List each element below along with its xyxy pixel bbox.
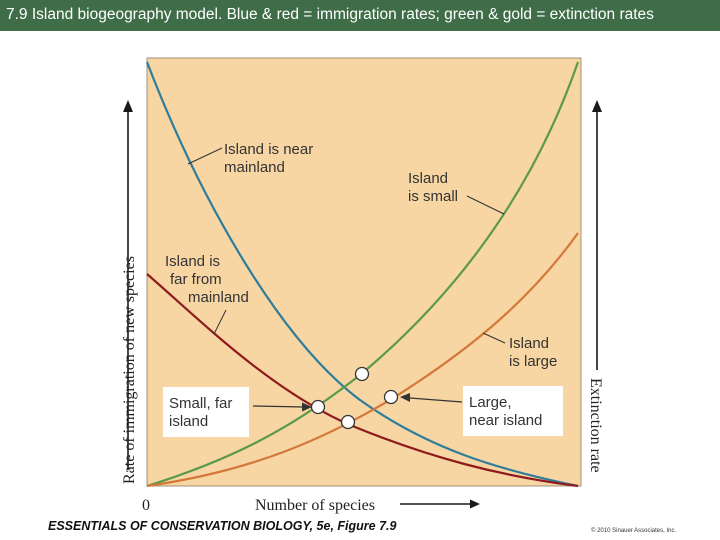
slide-title: 7.9 Island biogeography model. Blue & re… — [0, 0, 720, 31]
callout-box-large-near — [463, 386, 563, 436]
leader-small — [466, 195, 505, 215]
equilibrium-point-far-small — [310, 399, 326, 415]
callout-arrow-large-near — [409, 397, 463, 403]
figure-source: ESSENTIALS OF CONSERVATION BIOLOGY, 5e, … — [48, 519, 397, 533]
callout-small-far-line1: Small, far — [169, 395, 232, 412]
equilibrium-point-near-small — [354, 366, 370, 382]
y-axis-right-label: Extinction rate — [587, 378, 604, 473]
leader-near-mainland — [187, 147, 223, 165]
callout-box-small-far — [163, 387, 249, 437]
y-axis-right-arrowhead — [592, 100, 602, 112]
curve-label-small-line2: is small — [408, 188, 458, 205]
x-axis-label: Number of species — [255, 497, 375, 514]
curve-label-large-line1: Island — [509, 335, 549, 352]
leader-large — [482, 332, 506, 344]
y-axis-left-arrowhead — [123, 100, 133, 112]
y-axis-left-label: Rate of immigration of new species — [121, 256, 138, 484]
curve-label-large-line2: is large — [509, 353, 557, 370]
immigration-curve-near-mainland — [145, 61, 579, 488]
callout-small-far-line2: island — [169, 413, 208, 430]
x-axis-arrowhead — [470, 499, 480, 509]
equilibrium-point-far-large — [340, 414, 356, 430]
callout-arrowhead-small-far — [302, 402, 312, 412]
curve-label-far-line3: mainland — [188, 289, 249, 306]
curve-label-far-line1: Island is — [165, 253, 220, 270]
callout-large-near-line2: near island — [469, 412, 542, 429]
origin-label: 0 — [142, 497, 150, 514]
callout-arrowhead-large-near — [400, 393, 410, 402]
curve-label-small-line1: Island — [408, 170, 448, 187]
copyright-notice: © 2010 Sinauer Associates, Inc. — [591, 528, 677, 534]
curve-label-far-line2: far from — [170, 271, 222, 288]
curve-label-near-mainland-line2: mainland — [224, 159, 285, 176]
extinction-curve-small-island — [146, 61, 580, 488]
equilibrium-point-near-large — [383, 389, 399, 405]
callout-large-near-line1: Large, — [469, 394, 512, 411]
curve-label-near-mainland-line1: Island is near — [224, 141, 313, 158]
leader-far — [213, 309, 227, 335]
callout-arrow-small-far — [252, 405, 305, 408]
